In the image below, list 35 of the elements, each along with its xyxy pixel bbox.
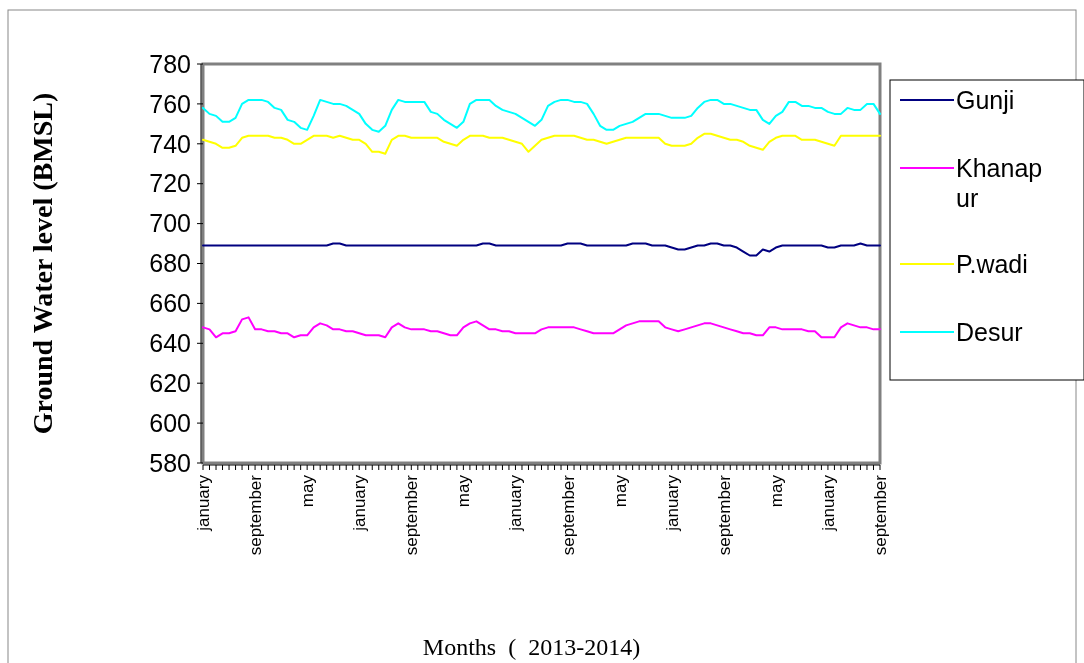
x-tick-label: september bbox=[558, 474, 578, 556]
x-tick-label: may bbox=[610, 474, 630, 508]
y-tick-label: 680 bbox=[149, 249, 191, 278]
line-series bbox=[202, 316, 881, 339]
y-tick-label: 700 bbox=[149, 209, 191, 238]
y-axis-title: Ground Water level (BMSL) bbox=[27, 92, 58, 435]
x-tick-label: may bbox=[298, 474, 318, 508]
x-tick-label: january bbox=[506, 474, 526, 532]
x-tick-label: january bbox=[350, 474, 370, 532]
x-tick-label: september bbox=[246, 474, 266, 556]
y-tick-label: 720 bbox=[149, 169, 191, 198]
x-axis-title: Months ( 2013-2014) bbox=[422, 634, 641, 660]
line-series bbox=[202, 132, 881, 155]
y-tick-label: 600 bbox=[149, 408, 191, 437]
legend-label: Gunji bbox=[956, 85, 1015, 114]
x-tick-label: january bbox=[818, 474, 838, 532]
line-series bbox=[202, 242, 881, 257]
y-tick-label: 760 bbox=[149, 89, 191, 118]
y-tick-label: 660 bbox=[149, 289, 191, 318]
y-tick-label: 640 bbox=[149, 329, 191, 358]
legend-label: Khanapur bbox=[956, 153, 1043, 212]
line-series bbox=[202, 98, 881, 133]
y-tick-label: 580 bbox=[149, 448, 191, 477]
x-tick-label: september bbox=[871, 474, 890, 556]
y-tick-label: 780 bbox=[149, 49, 191, 78]
x-tick-label: january bbox=[662, 474, 682, 532]
y-tick-label: 620 bbox=[149, 368, 191, 397]
x-tick-label: september bbox=[402, 474, 422, 556]
x-tick-label: may bbox=[454, 474, 474, 508]
legend-label: Desur bbox=[956, 317, 1023, 346]
y-tick-label: 740 bbox=[149, 129, 191, 158]
x-tick-label: may bbox=[766, 474, 786, 508]
legend-label: P.wadi bbox=[956, 249, 1028, 278]
x-tick-label: september bbox=[714, 474, 734, 556]
x-tick-label: january bbox=[194, 474, 213, 532]
